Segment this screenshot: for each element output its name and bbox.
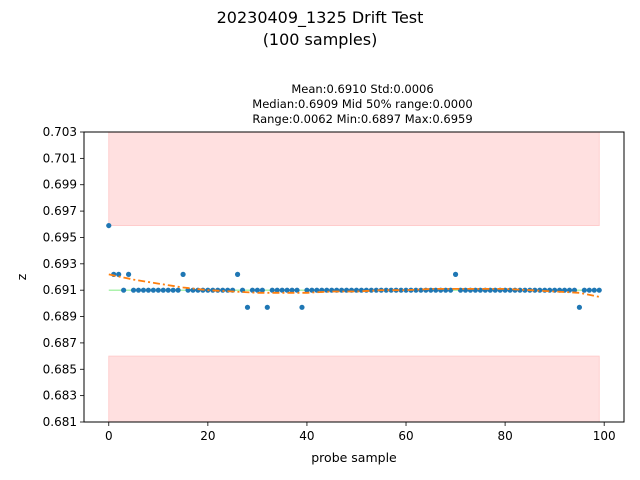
data-point bbox=[170, 287, 176, 293]
y-tick-label: 0.699 bbox=[43, 178, 77, 192]
data-point bbox=[452, 271, 459, 277]
x-axis-label: probe sample bbox=[311, 450, 397, 465]
stats-line-1: Mean:0.6910 Std:0.0006 bbox=[291, 82, 434, 96]
x-tick-label: 40 bbox=[299, 429, 314, 443]
data-point bbox=[125, 271, 132, 277]
data-point bbox=[388, 287, 394, 293]
data-point bbox=[571, 287, 578, 293]
data-point bbox=[180, 271, 186, 277]
data-point bbox=[596, 287, 602, 293]
data-point bbox=[418, 287, 424, 293]
x-tick-label: 0 bbox=[105, 429, 113, 443]
shaded-band-1 bbox=[108, 131, 600, 226]
data-point bbox=[259, 287, 265, 293]
data-point bbox=[591, 287, 597, 293]
x-tick-label: 100 bbox=[593, 429, 616, 443]
data-point bbox=[304, 287, 310, 293]
plot-frame bbox=[83, 131, 625, 423]
x-tick-label: 80 bbox=[497, 429, 512, 443]
y-tick-label: 0.703 bbox=[43, 125, 77, 139]
data-point bbox=[433, 287, 439, 293]
y-tick-label: 0.693 bbox=[43, 257, 77, 271]
data-point bbox=[522, 287, 528, 293]
data-point bbox=[289, 287, 295, 293]
data-point bbox=[145, 287, 152, 293]
data-point bbox=[264, 304, 270, 310]
y-tick-label: 0.681 bbox=[43, 415, 77, 429]
y-tick-label: 0.689 bbox=[43, 310, 77, 324]
stats-line-3: Range:0.0062 Min:0.6897 Max:0.6959 bbox=[252, 112, 473, 126]
data-point bbox=[155, 287, 161, 293]
data-point bbox=[249, 287, 256, 293]
data-point bbox=[373, 287, 379, 293]
chart-title: 20230409_1325 Drift Test bbox=[216, 8, 424, 27]
y-tick-label: 0.701 bbox=[43, 151, 77, 165]
y-tick-label: 0.683 bbox=[43, 389, 77, 403]
data-point bbox=[160, 287, 166, 293]
data-point bbox=[140, 287, 147, 293]
data-point bbox=[403, 287, 409, 293]
chart-subtitle: (100 samples) bbox=[262, 30, 378, 49]
y-tick-label: 0.691 bbox=[43, 283, 77, 297]
data-point bbox=[116, 271, 122, 277]
data-point bbox=[398, 287, 404, 293]
data-point bbox=[130, 287, 137, 293]
data-point bbox=[244, 304, 251, 310]
data-point bbox=[581, 287, 587, 293]
y-tick-label: 0.697 bbox=[43, 204, 77, 218]
data-point bbox=[165, 287, 171, 293]
data-point bbox=[234, 271, 241, 277]
x-tick-label: 60 bbox=[398, 429, 413, 443]
trend-line bbox=[108, 273, 600, 298]
data-point bbox=[175, 287, 181, 293]
data-point bbox=[299, 304, 305, 310]
y-axis-label: z bbox=[14, 273, 29, 280]
y-tick-label: 0.695 bbox=[43, 230, 77, 244]
data-point bbox=[269, 287, 275, 293]
data-point bbox=[383, 287, 389, 293]
data-point bbox=[106, 222, 112, 229]
data-point bbox=[428, 287, 434, 293]
shaded-band-2 bbox=[108, 355, 600, 423]
data-point bbox=[413, 287, 419, 293]
y-tick-label: 0.685 bbox=[43, 362, 77, 376]
data-point bbox=[532, 287, 538, 293]
data-point bbox=[284, 287, 290, 293]
data-point bbox=[309, 287, 315, 293]
data-point bbox=[586, 287, 592, 293]
x-tick-label: 20 bbox=[200, 429, 215, 443]
data-point bbox=[294, 287, 300, 293]
data-point bbox=[121, 287, 127, 293]
data-point bbox=[443, 287, 449, 293]
data-point bbox=[279, 287, 285, 293]
data-point bbox=[150, 287, 156, 293]
y-tick-label: 0.687 bbox=[43, 336, 77, 350]
data-point bbox=[135, 287, 142, 293]
data-point bbox=[254, 287, 260, 293]
stats-line-2: Median:0.6909 Mid 50% range:0.0000 bbox=[252, 97, 473, 111]
data-point bbox=[274, 287, 280, 293]
data-point bbox=[576, 304, 583, 310]
